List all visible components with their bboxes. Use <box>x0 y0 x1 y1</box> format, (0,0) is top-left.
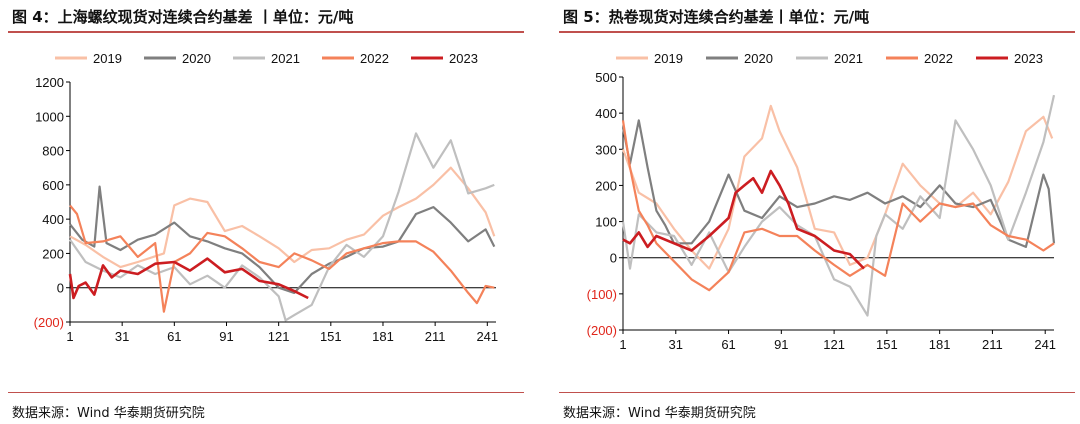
y-tick-label: (200) <box>587 323 617 338</box>
series-line-2020 <box>69 185 496 294</box>
rebar-basis-chart: (200) 0 200 400 600 800 1000 1200 1 31 61 91 121 151 1… <box>34 51 499 344</box>
source-note: 数据来源：Wind 华泰期货研究院 <box>563 406 756 421</box>
y-tick-label: 500 <box>595 70 617 85</box>
x-tick-label: 121 <box>823 337 845 352</box>
legend-label-2021: 2021 <box>834 51 863 66</box>
chart-title: 图 4：上海螺纹现货对连续合约基差 丨单位：元/吨 <box>12 8 354 26</box>
x-tick-label: 121 <box>268 329 290 344</box>
series-line-2023 <box>622 169 865 270</box>
x-tick-label: 91 <box>774 337 788 352</box>
source-divider <box>8 392 524 393</box>
x-tick-label: 1 <box>66 329 73 344</box>
panel-basis-rebar: 图 4：上海螺纹现货对连续合约基差 丨单位：元/吨 (200) 0 200 400 60… <box>0 0 530 424</box>
x-tick-label: 211 <box>982 337 1003 352</box>
x-tick-label: 241 <box>1034 337 1056 352</box>
y-tick-label: 100 <box>595 215 617 230</box>
legend-label-2023: 2023 <box>449 51 478 66</box>
x-tick-label: 61 <box>721 337 735 352</box>
y-tick-label: 800 <box>42 144 64 159</box>
legend-label-2019: 2019 <box>93 51 122 66</box>
legend-label-2020: 2020 <box>744 51 773 66</box>
y-tick-label: 600 <box>42 178 64 193</box>
legend-label-2022: 2022 <box>924 51 953 66</box>
y-tick-label: 1000 <box>35 109 64 124</box>
x-tick-label: 211 <box>425 329 446 344</box>
x-tick-label: 61 <box>167 329 181 344</box>
y-tick-label: 0 <box>57 281 64 296</box>
legend-label-2020: 2020 <box>182 51 211 66</box>
series-line-2021 <box>69 132 495 322</box>
x-tick-label: 1 <box>619 337 626 352</box>
y-tick-label: 200 <box>42 246 64 261</box>
y-tick-label: 400 <box>595 106 617 121</box>
legend-label-2023: 2023 <box>1014 51 1043 66</box>
legend-label-2022: 2022 <box>360 51 389 66</box>
x-tick-label: 31 <box>669 337 683 352</box>
legend-label-2021: 2021 <box>271 51 300 66</box>
series-line-2019 <box>621 104 1054 270</box>
hrc-basis-chart: (200) (100) 0 100 200 300 400 500 1 31 61 91 121 151 1… <box>587 51 1056 352</box>
y-tick-label: (100) <box>587 287 617 302</box>
source-note: 数据来源：Wind 华泰期货研究院 <box>12 406 205 421</box>
y-tick-label: (200) <box>34 315 64 330</box>
x-tick-label: 241 <box>476 329 498 344</box>
series-line-2022 <box>621 120 1055 292</box>
series-line-2021 <box>621 94 1056 317</box>
title-divider <box>8 31 524 33</box>
series-line-2023 <box>68 257 309 300</box>
x-tick-label: 91 <box>219 329 233 344</box>
series-line-2020 <box>621 119 1056 248</box>
x-tick-label: 151 <box>320 329 342 344</box>
y-tick-label: 300 <box>595 142 617 157</box>
title-divider <box>559 31 1075 33</box>
chart-title: 图 5：热卷现货对连续合约基差丨单位：元/吨 <box>563 8 870 26</box>
x-tick-label: 181 <box>929 337 951 352</box>
x-tick-label: 151 <box>876 337 898 352</box>
legend-label-2019: 2019 <box>654 51 683 66</box>
panel-basis-hrc: 图 5：热卷现货对连续合约基差丨单位：元/吨 (200) (100) 0 100 200… <box>551 0 1080 424</box>
y-tick-label: 200 <box>595 178 617 193</box>
source-divider <box>559 392 1075 393</box>
y-tick-label: 1200 <box>35 75 64 90</box>
y-tick-label: 0 <box>610 251 617 266</box>
x-tick-label: 31 <box>115 329 129 344</box>
series-line-2022 <box>69 204 495 313</box>
y-tick-label: 400 <box>42 212 64 227</box>
x-tick-label: 181 <box>372 329 394 344</box>
series-line-2019 <box>69 166 496 269</box>
